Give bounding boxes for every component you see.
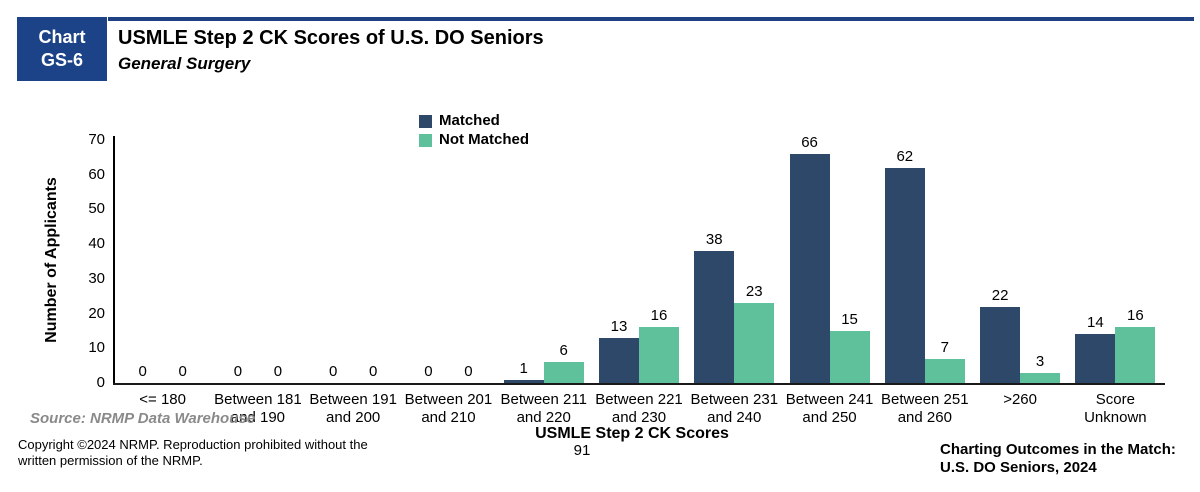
- y-tick-label: 60: [88, 165, 105, 183]
- x-category-label: Between 241 and 250: [785, 391, 874, 426]
- x-category-label: <= 180: [139, 391, 186, 408]
- bar-value-label: 23: [745, 283, 763, 300]
- bar-value-label: 62: [896, 148, 914, 165]
- legend-item-matched: Matched: [419, 112, 529, 129]
- page-number: 91: [573, 442, 591, 459]
- x-axis-line: [113, 383, 1165, 385]
- bar-value-label: 0: [273, 363, 283, 380]
- page-title: USMLE Step 2 CK Scores of U.S. DO Senior…: [118, 27, 544, 49]
- bar-not-matched: [734, 303, 775, 383]
- bar-value-label: 0: [369, 363, 378, 380]
- chart-id-badge: Chart GS-6: [17, 17, 107, 81]
- x-category-label: >260: [1003, 391, 1037, 408]
- bar-value-label: 22: [991, 287, 1009, 304]
- bar-value-label: 3: [1035, 353, 1045, 370]
- bar-not-matched: [1020, 373, 1061, 383]
- copyright-line2: written permission of the NRMP.: [18, 453, 203, 468]
- bar-value-label: 0: [233, 363, 243, 380]
- chart-id-badge-line2: GS-6: [40, 50, 83, 70]
- bar-matched: [980, 307, 1021, 383]
- y-tick-label: 70: [88, 131, 105, 148]
- legend-label-not-matched: Not Matched: [439, 131, 529, 148]
- legend: Matched Not Matched: [419, 112, 529, 152]
- bar-not-matched: [829, 331, 870, 383]
- branding-line2: U.S. DO Seniors, 2024: [940, 459, 1097, 476]
- bar-matched: [694, 251, 735, 383]
- bar-value-label: 7: [940, 339, 949, 356]
- source-note: Source: NRMP Data Warehouse: [30, 410, 256, 427]
- bar-value-label: 0: [424, 363, 433, 380]
- x-axis-title: USMLE Step 2 CK Scores: [535, 425, 729, 442]
- copyright-line1: Copyright ©2024 NRMP. Reproduction prohi…: [18, 437, 368, 452]
- header-titles: USMLE Step 2 CK Scores of U.S. DO Senior…: [118, 26, 544, 74]
- page-subtitle: General Surgery: [118, 54, 251, 73]
- bar-not-matched: [543, 362, 584, 383]
- report-branding: Charting Outcomes in the Match: U.S. DO …: [940, 441, 1176, 477]
- not-matched-swatch-icon: [419, 133, 432, 147]
- y-axis-title: Number of Applicants: [43, 177, 60, 343]
- y-tick-label: 0: [96, 374, 105, 391]
- bar-value-label: 0: [329, 363, 338, 380]
- x-category-label: Between 221 and 230: [595, 391, 683, 426]
- y-axis-line: [113, 136, 115, 385]
- bar-matched: [884, 168, 925, 383]
- bar-value-label: 38: [705, 231, 723, 248]
- bar-value-label: 6: [559, 342, 568, 359]
- x-category-label: Between 231 and 240: [690, 391, 779, 426]
- y-tick-label: 20: [88, 304, 105, 322]
- bar-not-matched: [639, 327, 679, 383]
- y-tick-label: 30: [88, 269, 105, 287]
- legend-label-matched: Matched: [439, 112, 500, 129]
- bar-value-label: 13: [610, 318, 628, 335]
- x-category-label: Between 201 and 210: [404, 391, 493, 426]
- bar-not-matched: [924, 359, 965, 383]
- x-category-label: Between 181 and 190: [214, 391, 302, 426]
- y-tick-label: 40: [88, 235, 105, 253]
- bar-matched: [1075, 334, 1116, 383]
- bar-value-label: 14: [1087, 314, 1104, 331]
- copyright-note: Copyright ©2024 NRMP. Reproduction prohi…: [18, 437, 368, 469]
- bar-value-label: 0: [138, 363, 147, 380]
- bar-value-label: 16: [650, 307, 668, 324]
- y-tick-label: 10: [88, 339, 105, 357]
- y-tick-label: 50: [88, 200, 105, 218]
- x-category-label: Score Unknown: [1084, 391, 1147, 426]
- branding-line1: Charting Outcomes in the Match:: [940, 441, 1176, 458]
- bar-matched: [503, 380, 544, 383]
- matched-swatch-icon: [419, 114, 432, 128]
- chart-id-badge-line1: Chart: [38, 27, 86, 47]
- header-rule: [108, 17, 1194, 21]
- x-category-label: Between 251 and 260: [881, 391, 969, 426]
- bar-value-label: 66: [801, 134, 818, 151]
- bar-not-matched: [1115, 327, 1156, 383]
- bar-value-label: 15: [841, 311, 858, 328]
- bar-matched: [789, 154, 830, 383]
- x-category-label: Between 191 and 200: [309, 391, 397, 426]
- bar-value-label: 0: [464, 363, 473, 380]
- bar-matched: [599, 338, 639, 383]
- bar-value-label: 16: [1127, 307, 1144, 324]
- bar-value-label: 1: [519, 360, 528, 377]
- bar-value-label: 0: [178, 363, 187, 380]
- legend-item-not-matched: Not Matched: [419, 131, 529, 148]
- x-category-label: Between 211 and 220: [500, 391, 587, 426]
